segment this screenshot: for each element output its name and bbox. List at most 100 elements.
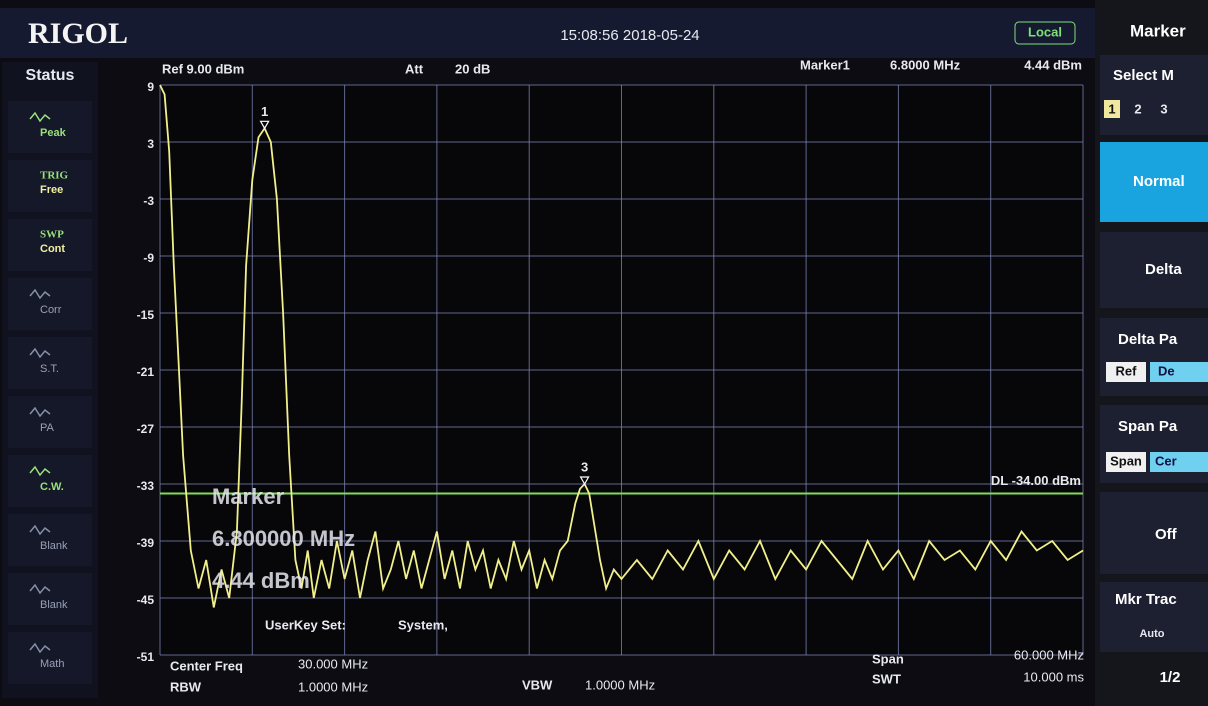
status-top: Corr [40,304,62,316]
normal-button[interactable] [1100,142,1208,222]
marker [259,120,270,130]
trace-label: Mkr Trac [1115,591,1177,608]
trace-value: Auto [1139,628,1164,640]
y-tick-label: -27 [137,422,155,436]
span-pair-label: Span Pa [1118,418,1178,435]
trace-button[interactable] [1100,582,1208,652]
y-tick-label: -15 [137,308,155,322]
y-tick-label: -3 [143,194,154,208]
ref-level: Ref 9.00 dBm [162,61,244,76]
y-tick-label: -51 [137,650,155,664]
cer-opt: Cer [1155,453,1177,468]
menu-box[interactable] [1100,55,1208,135]
status-icon [29,524,51,536]
overlay-freq: 6.800000 MHz [212,526,355,551]
overlay-level: 4.44 dBm [212,568,310,593]
ref-opt: Ref [1116,363,1138,378]
sel-1: 1 [1108,101,1115,116]
select-label: Select M [1113,67,1174,84]
brand: RIGOL [28,17,128,50]
status-top: TRIG [40,170,69,182]
marker-label: 3 [581,459,588,474]
span-opt: Span [1110,453,1142,468]
sel-3: 3 [1160,101,1167,116]
overlay-title: Marker [212,484,285,509]
off-label: Off [1155,526,1178,543]
status-top: Peak [40,127,67,139]
delta-pair-button[interactable] [1100,318,1208,396]
trace [159,84,1084,608]
plot: 9 3 -3 -9 -15 -21 -27 -33 -39 -45 -51 DL -34.00 dBm… [137,80,1084,664]
status-top: SWP [40,229,64,241]
status-bottom: Cont [40,243,65,255]
delta-label: Delta [1145,261,1182,278]
status-item [8,219,92,271]
userkey-value: System, [398,617,448,632]
status-top: PA [40,422,55,434]
status-icon [29,642,51,654]
marker [579,476,590,486]
status-icon [29,347,51,359]
status-item [8,573,92,625]
ref-box [1106,362,1146,382]
status-item [8,514,92,566]
status-icon [29,465,51,477]
off-button[interactable] [1100,492,1208,574]
de-box [1150,362,1208,382]
top-bar [0,8,1095,58]
span-label: Span [872,651,904,666]
marker-level: 4.44 dBm [1024,57,1082,72]
cer-box [1150,452,1208,472]
swt-label: SWT [872,671,901,686]
delta-button[interactable] [1100,232,1208,308]
status-top: S.T. [40,363,59,375]
center-label: Center Freq [170,658,243,673]
y-tick-label: -45 [137,593,155,607]
status-top: Blank [40,599,68,611]
status-bottom: Free [40,184,63,196]
rbw-label: RBW [170,679,202,694]
status-icon [29,111,51,123]
status-item [8,337,92,389]
delta-pair-label: Delta Pa [1118,331,1178,348]
status-item [8,278,92,330]
att-label: Att [405,61,424,76]
status-title: Status [26,67,75,84]
page: 1/2 [1160,669,1181,686]
y-tick-label: -9 [143,251,154,265]
status-item [8,455,92,507]
status-item [8,396,92,448]
status-top: Math [40,658,64,670]
status-items: Peak TRIG Free SWP Cont Corr S.T. PA C.W. Blank Bl… [8,101,92,684]
status-top: Blank [40,540,68,552]
de-opt: De [1158,363,1175,378]
span-value: 60.000 MHz [1014,647,1084,662]
status-item [8,160,92,212]
userkey-label: UserKey Set: [265,617,346,632]
y-tick-label: 3 [147,137,154,151]
y-tick-label: 9 [147,80,154,94]
center-value: 30.000 MHz [298,656,368,671]
vbw-label: VBW [522,677,553,692]
vbw-value: 1.0000 MHz [585,677,655,692]
sel-box[interactable] [1104,100,1120,118]
status-item [8,632,92,684]
display-line-label: DL -34.00 dBm [991,473,1081,488]
local-box [1014,21,1076,45]
y-tick-label: -21 [137,365,155,379]
y-tick-label: -39 [137,536,155,550]
local-mode: Local [1028,24,1062,39]
marker-label: 1 [261,104,268,119]
att-value: 20 dB [455,61,490,76]
menu-title: Marker [1130,21,1186,40]
y-tick-label: -33 [137,479,155,493]
datetime: 15:08:56 2018-05-24 [560,27,699,44]
status-icon [29,288,51,300]
normal-label: Normal [1133,173,1185,190]
swt-value: 10.000 ms [1023,669,1084,684]
status-item [8,101,92,153]
marker-label: Marker1 [800,57,850,72]
rbw-value: 1.0000 MHz [298,679,368,694]
marker-freq: 6.8000 MHz [890,57,961,72]
